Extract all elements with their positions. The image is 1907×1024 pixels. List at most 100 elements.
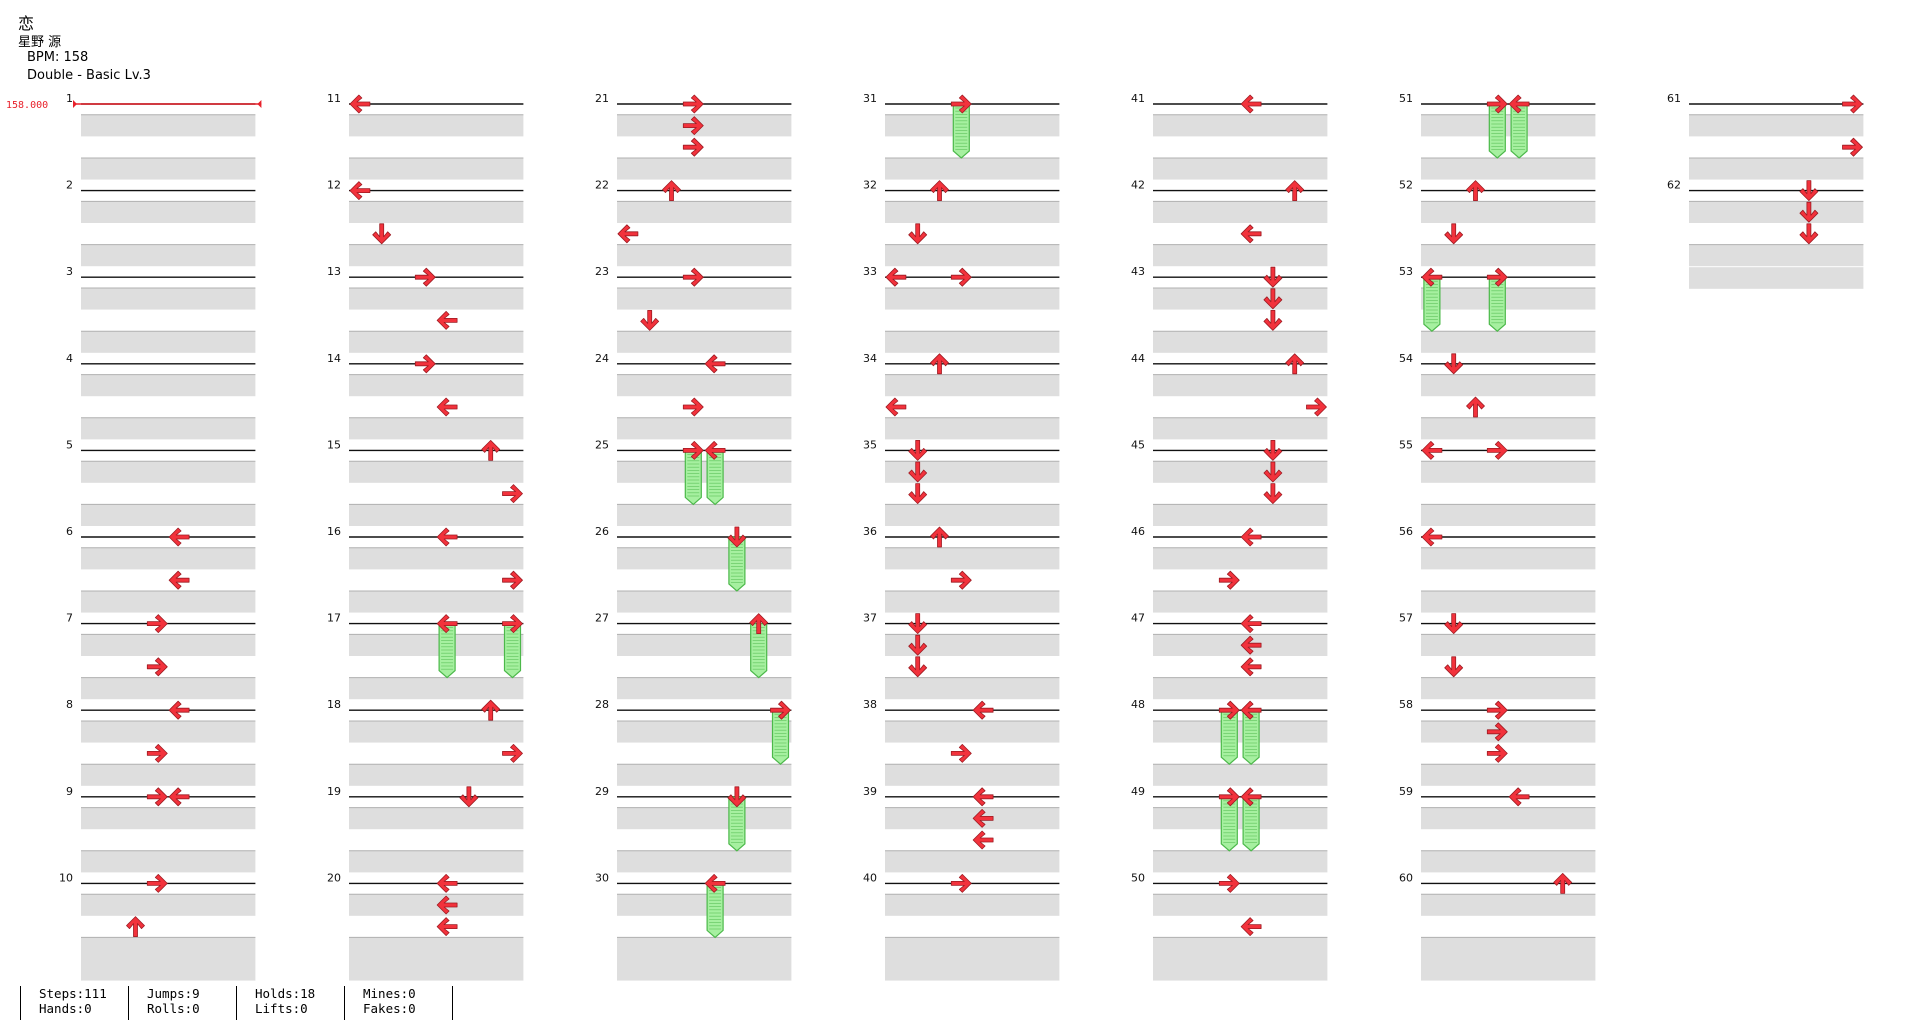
beat-band (885, 850, 1060, 873)
arrow-up-icon (1285, 353, 1305, 375)
stats-steps-hands: Steps:111 Hands:0 (20, 986, 128, 1020)
beat-band (1421, 677, 1596, 700)
lane-bands (81, 114, 1864, 981)
beat-band (1153, 894, 1328, 916)
beat-band (1153, 417, 1328, 440)
measure-number: 49 (1131, 785, 1145, 798)
measure-number: 24 (595, 352, 609, 365)
measure-number: 23 (595, 265, 609, 278)
arrow-down-icon (908, 613, 928, 634)
arrow-right-icon (682, 267, 704, 287)
arrow-left-icon (436, 397, 458, 417)
beat-band (1153, 288, 1328, 310)
beat-band (617, 721, 792, 743)
measure-number: 40 (863, 871, 877, 884)
beat-band (1421, 634, 1596, 656)
arrow-up-icon (481, 699, 501, 721)
measure-number: 25 (595, 438, 609, 451)
beat-band (617, 807, 792, 830)
beat-band (617, 937, 792, 959)
beat-band (617, 374, 792, 397)
arrow-left-icon (168, 570, 190, 590)
arrow-left-icon (972, 787, 994, 807)
arrow-up-icon (930, 526, 949, 548)
measure-number: 12 (327, 179, 341, 192)
arrow-right-icon (950, 570, 972, 590)
arrow-down-icon (1263, 483, 1283, 505)
arrow-left-icon (704, 440, 726, 460)
arrow-down-icon (1263, 309, 1283, 331)
beat-band (1421, 504, 1596, 526)
beat-band (1153, 677, 1328, 700)
beat-band (885, 634, 1060, 656)
arrow-left-icon (1240, 614, 1262, 633)
arrow-left-icon (436, 527, 458, 547)
arrow-right-icon (950, 874, 972, 893)
measure-number: 53 (1399, 265, 1413, 278)
bpm-change-marker: 158.000 (6, 100, 262, 111)
measure-number: 46 (1131, 525, 1145, 538)
beat-band (1153, 634, 1328, 656)
beat-band (885, 547, 1060, 570)
arrow-down-icon (640, 309, 660, 331)
beat-band (349, 461, 524, 483)
beat-band (1421, 417, 1596, 440)
beat-band (1421, 158, 1596, 180)
arrow-left-icon (1240, 635, 1262, 655)
beat-band (349, 374, 524, 397)
measure-number: 62 (1667, 179, 1681, 192)
beat-band (885, 959, 1060, 981)
beat-band (617, 850, 792, 873)
beat-band (1153, 201, 1328, 223)
measure-number: 43 (1131, 265, 1145, 278)
stat-steps: Steps:111 (39, 986, 107, 1001)
arrow-down-icon (1263, 439, 1283, 461)
arrow-left-icon (168, 527, 190, 547)
arrow-right-icon (146, 744, 168, 763)
measure-number: 48 (1131, 698, 1145, 711)
arrow-left-icon (1240, 787, 1262, 807)
beat-band (617, 677, 792, 700)
arrow-left-icon (972, 830, 994, 850)
arrow-left-icon (1240, 700, 1262, 720)
arrow-right-icon (1842, 94, 1863, 114)
beat-band (1153, 959, 1328, 981)
stats-jumps-rolls: Jumps:9 Rolls:0 (128, 986, 236, 1020)
beat-band (349, 114, 524, 137)
stats-end-divider (452, 986, 453, 1020)
beat-band (349, 894, 524, 916)
measure-number: 28 (595, 698, 609, 711)
measure-number: 27 (595, 612, 609, 625)
measure-number: 22 (595, 179, 609, 192)
arrow-right-icon (1486, 440, 1508, 460)
arrow-right-icon (146, 657, 168, 677)
beat-band (1153, 461, 1328, 483)
measure-number: 47 (1131, 612, 1145, 625)
arrow-left-icon (1240, 224, 1262, 244)
beat-band (81, 201, 256, 223)
arrow-down-icon (908, 461, 928, 483)
measure-number: 8 (66, 698, 73, 711)
beat-band (885, 244, 1060, 267)
arrow-down-icon (1799, 180, 1819, 202)
beat-band (1153, 764, 1328, 786)
arrow-down-icon (1444, 353, 1464, 375)
arrow-left-icon (168, 787, 190, 807)
beat-band (81, 417, 256, 440)
measure-number: 14 (327, 352, 341, 365)
beat-band (617, 504, 792, 526)
beat-band (81, 764, 256, 786)
beat-band (1153, 591, 1328, 613)
measure-number: 15 (327, 438, 341, 451)
arrow-left-icon (349, 94, 371, 114)
arrow-up-icon (1466, 180, 1485, 202)
arrow-down-icon (908, 634, 928, 656)
beat-band (81, 547, 256, 570)
arrow-down-icon (1444, 223, 1464, 245)
arrow-left-icon (704, 354, 726, 374)
beat-band (885, 807, 1060, 830)
arrow-up-icon (662, 180, 681, 202)
beat-band (1421, 374, 1596, 397)
beat-band (81, 504, 256, 526)
